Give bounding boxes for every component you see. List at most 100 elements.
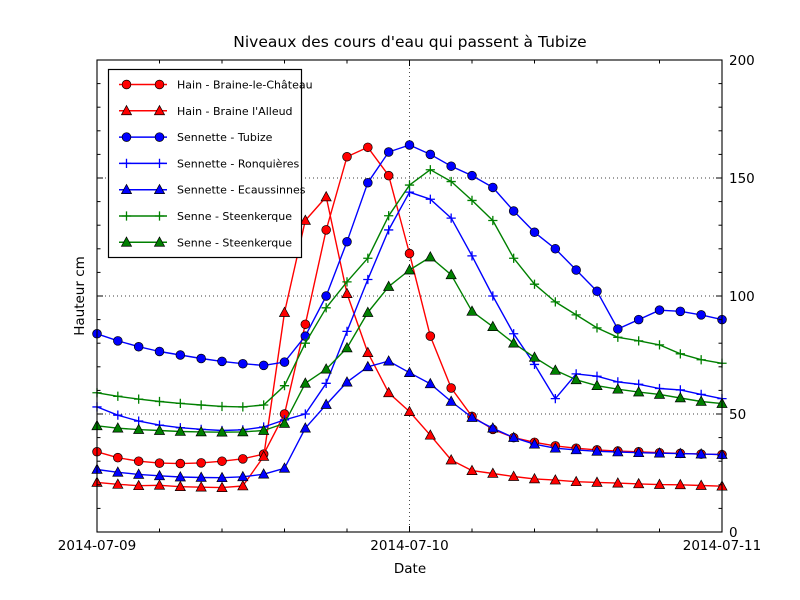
- marker-circle: [258, 360, 269, 371]
- marker-plus: [425, 194, 435, 204]
- marker-plus: [467, 195, 477, 206]
- marker-plus: [634, 336, 644, 346]
- y-tick-label-100: 100: [729, 289, 755, 305]
- marker-circle: [121, 132, 132, 142]
- marker-circle: [342, 152, 352, 162]
- marker-triangle: [383, 355, 395, 366]
- marker-triangle: [674, 391, 686, 403]
- marker-triangle: [403, 405, 416, 416]
- series-4-sennette-ecaussinnes: [91, 355, 728, 483]
- legend-label: Sennette - Ronquières: [177, 157, 299, 170]
- marker-triangle: [299, 422, 311, 433]
- marker-plus: [363, 274, 373, 285]
- marker-triangle: [341, 376, 353, 387]
- marker-plus: [613, 332, 623, 342]
- marker-triangle: [174, 471, 186, 482]
- marker-triangle: [424, 429, 436, 440]
- x-tick-label-1: 2014-07-10: [370, 538, 448, 554]
- marker-triangle: [445, 454, 457, 465]
- marker-triangle: [466, 464, 478, 475]
- marker-triangle: [320, 398, 332, 409]
- marker-triangle: [445, 395, 457, 406]
- marker-triangle: [445, 268, 457, 280]
- marker-circle: [633, 314, 644, 325]
- legend-entry-5-senne-steenkerque: Senne - Steenkerque: [119, 210, 292, 223]
- marker-plus: [384, 211, 394, 221]
- marker-plus: [300, 409, 310, 419]
- marker-triangle: [153, 424, 166, 435]
- marker-triangle: [403, 366, 416, 378]
- legend-label: Senne - Steenkerque: [177, 210, 292, 223]
- marker-triangle: [383, 386, 395, 398]
- marker-triangle: [278, 306, 291, 317]
- marker-circle: [571, 265, 581, 275]
- marker-triangle: [237, 425, 249, 437]
- marker-triangle: [133, 423, 145, 434]
- marker-triangle: [549, 474, 561, 485]
- marker-triangle: [528, 438, 541, 449]
- marker-triangle: [424, 377, 436, 389]
- marker-triangle: [591, 379, 603, 390]
- marker-triangle: [112, 422, 124, 433]
- marker-circle: [300, 319, 311, 330]
- marker-circle: [121, 79, 132, 90]
- marker-triangle: [299, 214, 311, 225]
- marker-triangle: [153, 183, 166, 195]
- marker-triangle: [120, 104, 133, 116]
- marker-plus: [592, 371, 602, 381]
- legend-entry-3-sennette-ronqui-res: Sennette - Ronquières: [119, 157, 299, 170]
- marker-circle: [154, 132, 165, 142]
- marker-triangle: [612, 383, 624, 394]
- marker-triangle: [258, 424, 270, 435]
- legend-label: Sennette - Tubize: [177, 131, 273, 144]
- marker-plus: [696, 355, 706, 365]
- marker-triangle: [674, 478, 686, 490]
- marker-triangle: [549, 364, 561, 375]
- y-tick-label-0: 0: [729, 525, 738, 541]
- marker-circle: [592, 286, 602, 297]
- marker-triangle: [591, 445, 603, 456]
- marker-triangle: [403, 264, 416, 275]
- marker-triangle: [237, 479, 249, 491]
- marker-plus: [342, 277, 352, 287]
- marker-circle: [404, 248, 415, 259]
- marker-circle: [425, 149, 436, 160]
- marker-triangle: [195, 471, 207, 482]
- series-1-hain-braine-l-alleud: [91, 190, 728, 492]
- marker-triangle: [278, 462, 291, 473]
- marker-plus: [259, 400, 269, 410]
- marker-plus: [321, 303, 331, 313]
- marker-triangle: [195, 481, 207, 492]
- marker-circle: [196, 353, 206, 364]
- marker-triangle: [633, 477, 645, 489]
- marker-triangle: [487, 320, 499, 331]
- marker-triangle: [674, 447, 686, 458]
- marker-circle: [113, 336, 123, 346]
- marker-circle: [488, 182, 498, 193]
- marker-circle: [363, 177, 373, 188]
- marker-triangle: [258, 468, 270, 479]
- marker-triangle: [133, 479, 145, 491]
- marker-triangle: [528, 472, 541, 484]
- marker-triangle: [466, 411, 478, 422]
- marker-plus: [571, 310, 581, 320]
- marker-triangle: [153, 479, 166, 490]
- marker-plus: [154, 396, 165, 407]
- marker-circle: [217, 456, 227, 466]
- marker-plus: [121, 211, 132, 221]
- marker-triangle: [120, 183, 133, 195]
- marker-triangle: [216, 471, 228, 483]
- marker-triangle: [653, 478, 666, 489]
- marker-triangle: [653, 447, 666, 458]
- marker-triangle: [695, 479, 707, 490]
- marker-triangle: [341, 287, 353, 298]
- marker-triangle: [695, 395, 707, 406]
- marker-plus: [467, 251, 477, 261]
- marker-circle: [154, 79, 165, 90]
- y-tick-label-200: 200: [729, 53, 755, 69]
- marker-circle: [279, 357, 290, 367]
- legend-label: Senne - Steenkerque: [177, 236, 292, 249]
- marker-plus: [509, 329, 519, 339]
- marker-plus: [175, 398, 185, 408]
